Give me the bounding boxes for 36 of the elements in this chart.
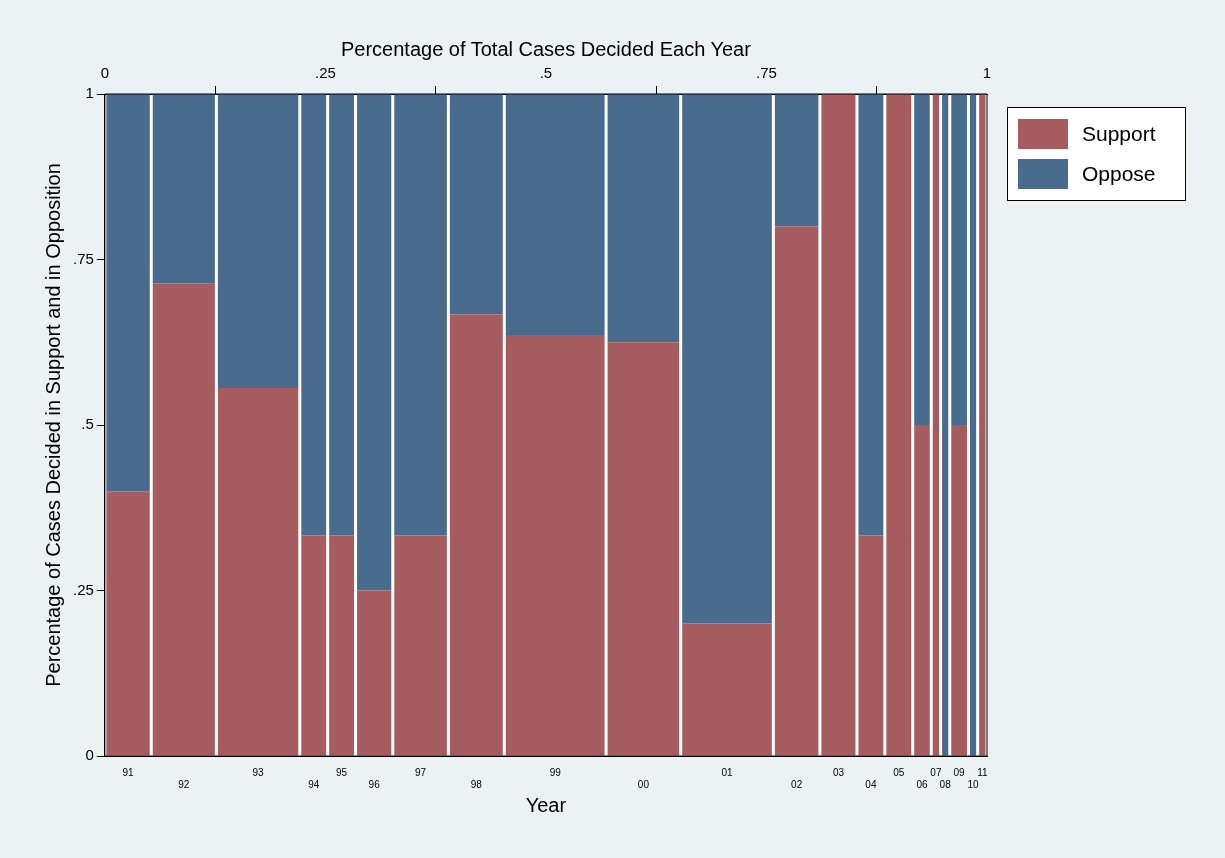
x2-axis-title: Percentage of Total Cases Decided Each Year bbox=[340, 37, 752, 60]
x-tick-label: 02 bbox=[791, 778, 803, 790]
x-tick-label: 93 bbox=[252, 766, 265, 778]
x-tick-label: 09 bbox=[953, 766, 966, 778]
x2-tick-label: .25 bbox=[314, 64, 336, 82]
x-tick-label: 07 bbox=[930, 766, 942, 778]
x-tick-label: 08 bbox=[939, 778, 952, 790]
x-tick-label: 04 bbox=[865, 778, 877, 790]
x2-tick-label: .75 bbox=[756, 64, 777, 82]
y-tick-label: 1 bbox=[85, 84, 94, 102]
x2-tick-label: 1 bbox=[982, 64, 992, 82]
x-tick-label: 06 bbox=[916, 778, 928, 790]
x-tick-label: 97 bbox=[415, 766, 427, 778]
y-axis-title: Percentage of Cases Decided in Support and in Opposition bbox=[41, 163, 64, 687]
x-tick-label: 95 bbox=[336, 766, 348, 778]
x-axis-title: Year bbox=[525, 793, 567, 816]
y-tick-label: .25 bbox=[72, 580, 94, 598]
x-tick-label: 98 bbox=[470, 778, 483, 790]
x-tick-label: 94 bbox=[308, 778, 320, 790]
y-tick-label: .5 bbox=[81, 415, 94, 433]
x-tick-label: 11 bbox=[977, 766, 988, 778]
x-tick-label: 03 bbox=[832, 766, 845, 778]
x-tick-label: 92 bbox=[178, 778, 190, 790]
y-tick-label: .75 bbox=[72, 249, 94, 267]
x-tick-label: 05 bbox=[893, 766, 905, 778]
legend-label: Support bbox=[1082, 122, 1156, 146]
legend-label: Oppose bbox=[1082, 162, 1156, 186]
x-tick-label: 10 bbox=[967, 778, 980, 790]
x-tick-label: 99 bbox=[549, 766, 562, 778]
x2-tick-label: 0 bbox=[100, 64, 110, 82]
x2-tick-label: .5 bbox=[539, 64, 553, 82]
y-tick-label: 0 bbox=[85, 746, 94, 764]
x-tick-label: 01 bbox=[721, 766, 734, 778]
x-tick-label: 96 bbox=[368, 778, 381, 790]
x-tick-label: 91 bbox=[122, 766, 135, 778]
x-tick-label: 00 bbox=[637, 778, 650, 790]
